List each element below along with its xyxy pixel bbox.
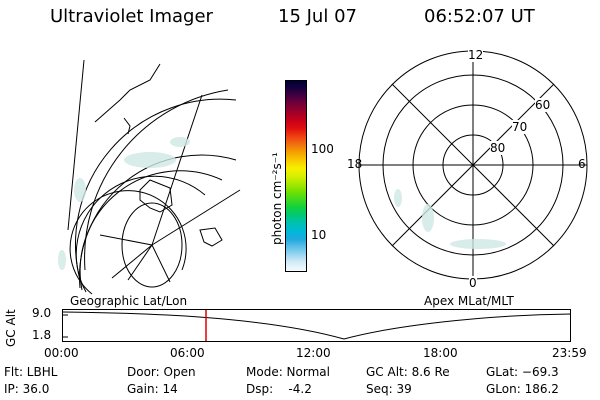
gc-alt-axis-label: GC Alt [4, 309, 18, 347]
geographic-grid [67, 59, 241, 295]
polar-mlat-mlt-panel [358, 50, 588, 280]
colorbar-tick-10: 10 [311, 228, 327, 242]
date-label: 15 Jul 07 [278, 6, 357, 27]
time-tick-1200: 12:00 [296, 346, 331, 360]
app-title: Ultraviolet Imager [50, 6, 213, 27]
geographic-map-panel [58, 59, 241, 295]
mlt-label-12: 12 [468, 48, 484, 62]
gc-alt-bottom-value: 1.8 [32, 328, 52, 342]
colorbar-unit-label: photon cm⁻²s⁻¹ [270, 152, 284, 245]
mlat-label-80: 80 [490, 141, 506, 155]
time-label: 06:52:07 UT [424, 6, 535, 27]
time-tick-0000: 00:00 [44, 346, 79, 360]
glon-info: GLon: 186.2 [486, 382, 559, 396]
mode-info: Mode: Normal [246, 365, 330, 379]
color-scale-bar [285, 80, 307, 272]
time-tick-2359: 23:59 [552, 346, 587, 360]
aurora-faint-emission [58, 137, 190, 270]
geographic-panel-label: Geographic Lat/Lon [70, 294, 188, 308]
dsp-info: Dsp: -4.2 [246, 382, 312, 396]
glat-info: GLat: −69.3 [486, 365, 559, 379]
gain-info: Gain: 14 [127, 382, 178, 396]
ip-info: IP: 36.0 [4, 382, 50, 396]
mlt-label-6: 6 [578, 157, 586, 171]
mlt-label-0: 0 [469, 276, 477, 290]
filter-info: Flt: LBHL [4, 365, 58, 379]
time-tick-0600: 06:00 [170, 346, 205, 360]
mlat-label-70: 70 [512, 120, 528, 134]
time-tick-1800: 18:00 [423, 346, 458, 360]
door-info: Door: Open [127, 365, 196, 379]
gc-alt-top-value: 9.0 [32, 306, 52, 320]
altitude-curve [62, 311, 572, 340]
gc-alt-info: GC Alt: 8.6 Re [366, 365, 450, 379]
apex-panel-label: Apex MLat/MLT [424, 294, 514, 308]
seq-info: Seq: 39 [366, 382, 412, 396]
aurora-faint-emission-polar [394, 189, 506, 249]
colorbar-tick-100: 100 [311, 142, 334, 156]
mlat-label-60: 60 [535, 98, 551, 112]
altitude-timeline-plot [62, 309, 572, 342]
mlt-label-18: 18 [347, 157, 363, 171]
